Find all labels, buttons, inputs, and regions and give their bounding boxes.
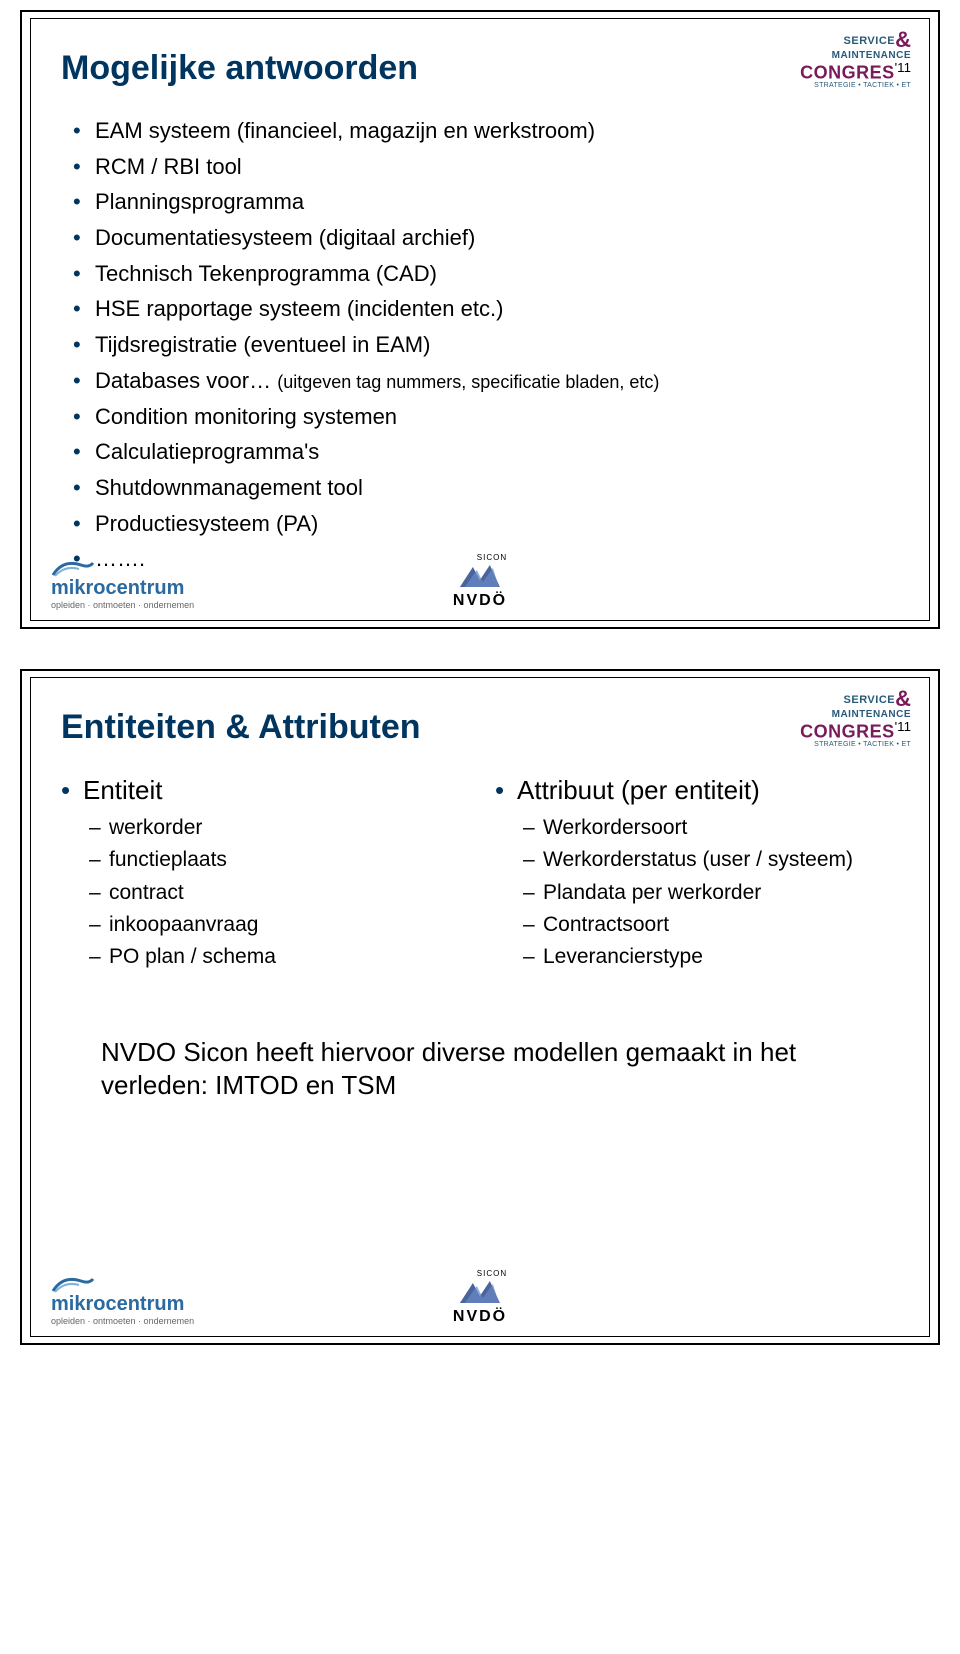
bullet-item: Calculatieprogramma's — [73, 437, 899, 467]
footer-logos: mikrocentrum opleiden · ontmoeten · onde… — [51, 550, 909, 610]
mikrocentrum-logo: mikrocentrum opleiden · ontmoeten · onde… — [51, 1273, 194, 1326]
logo-year: '11 — [895, 60, 911, 75]
left-column: Entiteit werkorder functieplaats contrac… — [61, 775, 465, 976]
list-item: Plandata per werkorder — [523, 879, 899, 907]
logo-amp: & — [895, 686, 911, 711]
nvdo-text: NVDÖ — [453, 592, 507, 610]
bullet-text: Databases voor… — [95, 368, 277, 393]
right-column: Attribuut (per entiteit) Werkordersoort … — [495, 775, 899, 976]
slide1-bullets: EAM systeem (financieel, magazijn en wer… — [73, 116, 899, 574]
bullet-item: Databases voor… (uitgeven tag nummers, s… — [73, 366, 899, 396]
bottom-statement: NVDO Sicon heeft hiervoor diverse modell… — [101, 1036, 899, 1104]
mikro-tag: opleiden · ontmoeten · ondernemen — [51, 600, 194, 610]
slide1-title: Mogelijke antwoorden — [61, 49, 899, 88]
left-heading: Entiteit — [61, 775, 465, 806]
list-item: Leverancierstype — [523, 943, 899, 971]
slide2-title: Entiteiten & Attributen — [61, 708, 899, 747]
list-item: Contractsoort — [523, 911, 899, 939]
bullet-item: EAM systeem (financieel, magazijn en wer… — [73, 116, 899, 146]
mikro-name: mikrocentrum — [51, 1293, 194, 1316]
list-item: Werkorderstatus (user / systeem) — [523, 846, 899, 874]
bullet-item: HSE rapportage systeem (incidenten etc.) — [73, 294, 899, 324]
mikro-swoosh-icon — [51, 557, 95, 577]
list-item: werkorder — [89, 814, 465, 842]
nvdo-logo: SICON NVDÖ — [453, 1269, 507, 1326]
bullet-item: Planningsprogramma — [73, 187, 899, 217]
bullet-item: Productiesysteem (PA) — [73, 509, 899, 539]
logo-line3: CONGRES — [800, 62, 895, 82]
bullet-item: Shutdownmanagement tool — [73, 473, 899, 503]
right-list: Werkordersoort Werkorderstatus (user / s… — [523, 814, 899, 972]
logo-tag: STRATEGIE • TACTIEK • ET — [800, 741, 911, 748]
logo-tag: STRATEGIE • TACTIEK • ET — [800, 82, 911, 89]
slide-2: SERVICE& MAINTENANCE CONGRES'11 STRATEGI… — [20, 669, 940, 1345]
right-heading: Attribuut (per entiteit) — [495, 775, 899, 806]
logo-line1: SERVICE — [844, 35, 896, 47]
logo-line1: SERVICE — [844, 694, 896, 706]
bullet-item: RCM / RBI tool — [73, 152, 899, 182]
logo-line3: CONGRES — [800, 721, 895, 741]
nvdo-glyph-icon — [455, 1278, 505, 1308]
logo-year: '11 — [895, 719, 911, 734]
nvdo-sicon: SICON — [453, 1269, 507, 1278]
mikro-tag: opleiden · ontmoeten · ondernemen — [51, 1316, 194, 1326]
two-column-layout: Entiteit werkorder functieplaats contrac… — [61, 775, 899, 976]
slide-1: SERVICE& MAINTENANCE CONGRES'11 STRATEGI… — [20, 10, 940, 629]
logo-amp: & — [895, 27, 911, 52]
nvdo-text: NVDÖ — [453, 1308, 507, 1326]
bullet-item: Technisch Tekenprogramma (CAD) — [73, 259, 899, 289]
congres-logo: SERVICE& MAINTENANCE CONGRES'11 STRATEGI… — [800, 688, 911, 748]
list-item: functieplaats — [89, 846, 465, 874]
left-list: werkorder functieplaats contract inkoopa… — [89, 814, 465, 972]
nvdo-logo: SICON NVDÖ — [453, 553, 507, 610]
list-item: Werkordersoort — [523, 814, 899, 842]
mikro-swoosh-icon — [51, 1273, 95, 1293]
nvdo-glyph-icon — [455, 562, 505, 592]
slide-inner: SERVICE& MAINTENANCE CONGRES'11 STRATEGI… — [30, 677, 930, 1337]
bullet-item: Documentatiesysteem (digitaal archief) — [73, 223, 899, 253]
slide-inner: SERVICE& MAINTENANCE CONGRES'11 STRATEGI… — [30, 18, 930, 621]
footer-logos: mikrocentrum opleiden · ontmoeten · onde… — [51, 1266, 909, 1326]
congres-logo: SERVICE& MAINTENANCE CONGRES'11 STRATEGI… — [800, 29, 911, 89]
mikro-name: mikrocentrum — [51, 577, 194, 600]
list-item: contract — [89, 879, 465, 907]
nvdo-sicon: SICON — [453, 553, 507, 562]
list-item: inkoopaanvraag — [89, 911, 465, 939]
bullet-item: Condition monitoring systemen — [73, 402, 899, 432]
mikrocentrum-logo: mikrocentrum opleiden · ontmoeten · onde… — [51, 557, 194, 610]
list-item: PO plan / schema — [89, 943, 465, 971]
bullet-subtext: (uitgeven tag nummers, specificatie blad… — [277, 372, 659, 392]
bullet-item: Tijdsregistratie (eventueel in EAM) — [73, 330, 899, 360]
